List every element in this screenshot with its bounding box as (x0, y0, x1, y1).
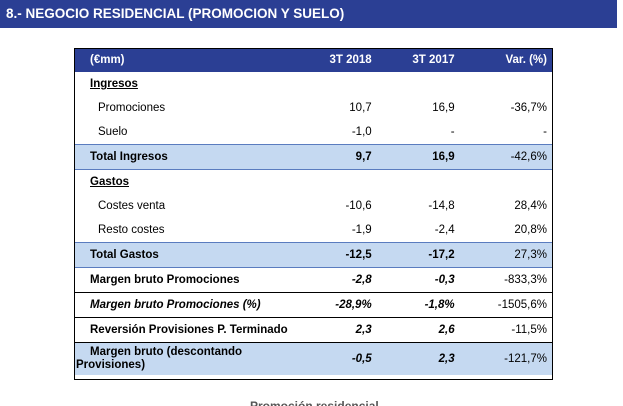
footer-partial-text: Promoción residencial (250, 399, 379, 406)
metric-row-margen-bruto: Margen bruto Promociones -2,8 -0,3 -833,… (74, 267, 553, 293)
cell-var: -42,6% (460, 144, 553, 170)
ingresos-label: Ingresos (90, 78, 138, 90)
row-label: Total Gastos (74, 242, 298, 268)
cell-var: 27,3% (460, 242, 553, 268)
row-label: Reversión Provisiones P. Terminado (74, 317, 298, 343)
section-title: 8.- NEGOCIO RESIDENCIAL (PROMOCION Y SUE… (6, 6, 345, 21)
cell-3t2018: 9,7 (297, 144, 378, 170)
cell-var: -1505,6% (460, 292, 553, 318)
gastos-label: Gastos (90, 176, 129, 188)
cell-3t2017: 2,6 (377, 317, 461, 343)
cell-3t2018: -2,8 (297, 267, 378, 293)
cell-3t2017: -0,3 (377, 267, 461, 293)
financial-table: (€mm) 3T 2018 3T 2017 Var. (%) Ingresos … (74, 48, 553, 375)
header-var: Var. (%) (460, 48, 553, 72)
table-row: Costes venta -10,6 -14,8 28,4% (74, 194, 553, 218)
cell-3t2018: -0,5 (297, 342, 378, 375)
row-label: Total Ingresos (74, 144, 298, 170)
cell-var: -11,5% (460, 317, 553, 343)
cell-3t2017: -17,2 (377, 242, 461, 268)
cell-3t2017: 2,3 (377, 342, 461, 375)
cell-3t2018: 10,7 (349, 102, 372, 114)
section-row-ingresos: Ingresos (74, 72, 553, 96)
cell-3t2018: -28,9% (297, 292, 378, 318)
cell-3t2017: -2,4 (434, 224, 455, 236)
row-label-line2: Provisiones) (76, 359, 146, 371)
metric-row-reversion: Reversión Provisiones P. Terminado 2,3 2… (74, 317, 553, 343)
metric-row-margen-descontando: Margen bruto (descontando Provisiones) -… (74, 342, 553, 375)
row-label: Costes venta (98, 200, 166, 212)
cell-3t2017: -1,8% (377, 292, 461, 318)
cell-var: -833,3% (460, 267, 553, 293)
cell-var: 20,8% (514, 224, 547, 236)
total-row-gastos: Total Gastos -12,5 -17,2 27,3% (74, 242, 553, 268)
cell-3t2018: -10,6 (345, 200, 372, 212)
cell-var: - (543, 126, 547, 138)
cell-3t2018: 2,3 (297, 317, 378, 343)
cell-var: -121,7% (460, 342, 553, 375)
metric-row-margen-bruto-pct: Margen bruto Promociones (%) -28,9% -1,8… (74, 292, 553, 318)
table-row: Resto costes -1,9 -2,4 20,8% (74, 218, 553, 243)
row-label: Margen bruto Promociones (%) (74, 292, 298, 318)
cell-3t2017: - (450, 126, 455, 138)
section-banner: 8.- NEGOCIO RESIDENCIAL (PROMOCION Y SUE… (0, 0, 617, 28)
total-row-ingresos: Total Ingresos 9,7 16,9 -42,6% (74, 144, 553, 170)
cell-3t2018: -12,5 (297, 242, 378, 268)
row-label: Resto costes (98, 224, 165, 236)
header-3t2018: 3T 2018 (297, 48, 378, 72)
cell-3t2017: -14,8 (428, 200, 455, 212)
table-header-row: (€mm) 3T 2018 3T 2017 Var. (%) (74, 48, 553, 72)
row-label: Margen bruto Promociones (74, 267, 298, 293)
cell-3t2017: 16,9 (377, 144, 461, 170)
cell-var: -36,7% (510, 102, 547, 114)
table-row: Promociones 10,7 16,9 -36,7% (74, 96, 553, 120)
row-label: Promociones (98, 102, 166, 114)
row-label-line1: Margen bruto (descontando (90, 346, 243, 358)
table-row: Suelo -1,0 - - (74, 120, 553, 145)
section-row-gastos: Gastos (74, 170, 553, 195)
row-label: Margen bruto (descontando Provisiones) (74, 342, 298, 375)
cell-3t2017: 16,9 (432, 102, 455, 114)
cell-3t2018: -1,9 (351, 224, 372, 236)
row-label: Suelo (98, 126, 128, 138)
header-units: (€mm) (74, 48, 298, 72)
cell-var: 28,4% (514, 200, 547, 212)
header-3t2017: 3T 2017 (377, 48, 461, 72)
cell-3t2018: -1,0 (351, 126, 372, 138)
